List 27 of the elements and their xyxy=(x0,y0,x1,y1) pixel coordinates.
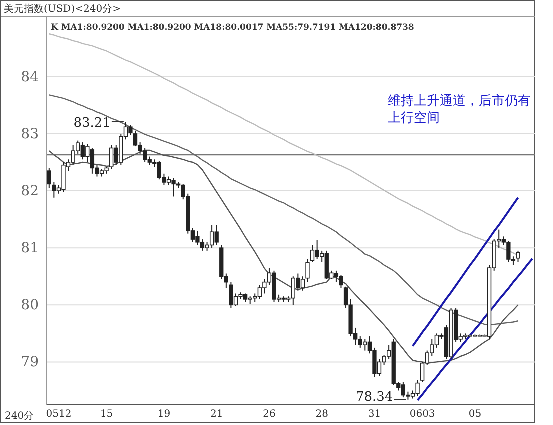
y-tick-label: 79 xyxy=(21,354,39,371)
x-tick-label: 05 xyxy=(468,409,482,420)
line-series xyxy=(48,94,519,326)
y-tick-label: 81 xyxy=(21,240,39,257)
line-series xyxy=(416,258,534,402)
x-tick-label: 19 xyxy=(158,409,171,420)
y-tick-label: 82 xyxy=(21,184,39,200)
y-tick-label: 80 xyxy=(21,298,39,314)
x-tick-label: 0512 xyxy=(46,409,72,420)
line-series xyxy=(412,196,520,348)
annotation: 维持上升通道，后市仍有上行空间 xyxy=(388,94,531,126)
annotation: 78.34 xyxy=(356,390,394,405)
x-tick-label: 21 xyxy=(210,409,224,420)
candlestick xyxy=(306,259,310,283)
x-tick-label: 0603 xyxy=(410,409,436,420)
x-tick-label: 26 xyxy=(263,409,276,420)
y-tick-label: 83 xyxy=(21,126,39,142)
candlestick xyxy=(516,250,520,263)
annotation: K MA1:80.9200 MA1:80.9200 MA18:80.0017 MA55:79.7191 MA120:80.8738 xyxy=(51,23,414,33)
text: 240分 xyxy=(5,410,34,422)
candlestick xyxy=(47,168,52,189)
chart-title: 美元指数(USD)<240分> xyxy=(4,3,121,15)
x-tick-label: 15 xyxy=(100,409,114,420)
x-tick-label: 31 xyxy=(368,409,382,420)
annotation: 83.21 xyxy=(74,116,111,131)
x-tick-label: 28 xyxy=(316,409,328,420)
y-tick-label: 84 xyxy=(21,69,40,86)
